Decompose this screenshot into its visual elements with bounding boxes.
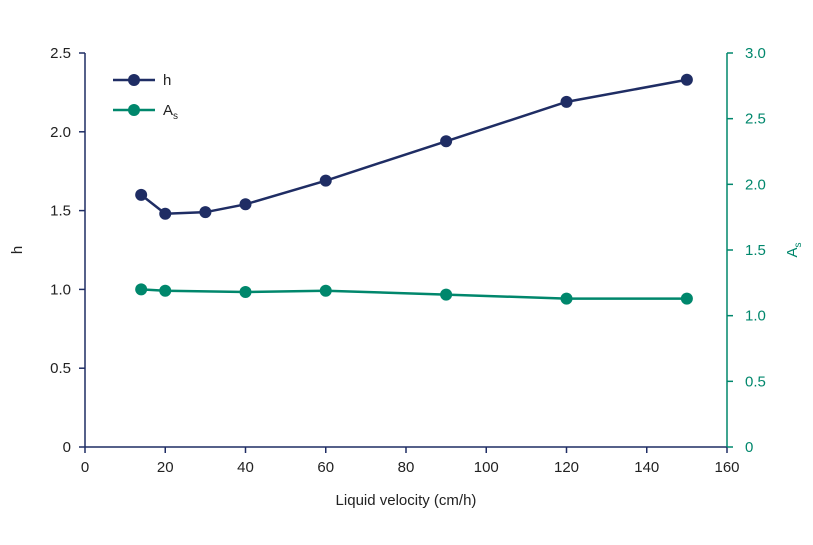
x-tick-label: 120 (554, 459, 579, 476)
y2-axis-label: As (784, 242, 804, 257)
y-tick-label: 1.0 (50, 281, 71, 298)
y2-tick-label: 2.5 (745, 111, 766, 128)
legend-marker-as (128, 104, 140, 116)
y2-tick-label: 1.0 (745, 308, 766, 325)
data-point-h (319, 174, 332, 187)
y2-tick-label: 0 (745, 439, 753, 456)
data-point-as (319, 284, 332, 297)
x-tick-label: 20 (157, 459, 174, 476)
legend-marker-h (128, 74, 140, 86)
data-point-h (199, 206, 212, 219)
x-tick-label: 60 (317, 459, 334, 476)
data-point-h (440, 135, 453, 148)
legend: h As (113, 72, 178, 122)
x-tick-label: 40 (237, 459, 254, 476)
data-point-as (239, 286, 252, 299)
y-tick-label: 2.5 (50, 45, 71, 62)
legend-label-h: h (163, 72, 171, 89)
data-point-as (680, 292, 693, 305)
data-point-as (159, 284, 172, 297)
series-line-h (140, 78, 688, 216)
x-tick-label: 0 (81, 459, 89, 476)
series-line-as (141, 288, 687, 300)
data-point-h (560, 95, 573, 108)
data-point-h (680, 73, 693, 86)
data-point-h (239, 198, 252, 211)
y-axis-label: h (9, 246, 26, 254)
x-tick-label: 100 (474, 459, 499, 476)
y2-tick-label: 1.5 (745, 242, 766, 259)
y-tick-label: 0 (63, 439, 71, 456)
data-point-as (135, 283, 148, 296)
x-axis-label: Liquid velocity (cm/h) (336, 492, 477, 509)
y-tick-label: 1.5 (50, 203, 71, 220)
y2-tick-label: 2.0 (745, 176, 766, 193)
y-tick-label: 2.0 (50, 124, 71, 141)
data-point-h (135, 188, 148, 201)
y-tick-label: 0.5 (50, 360, 71, 377)
x-tick-label: 80 (398, 459, 415, 476)
data-point-h (159, 207, 172, 220)
y2-tick-label: 3.0 (745, 45, 766, 62)
y2-tick-label: 0.5 (745, 373, 766, 390)
legend-label-as: As (163, 102, 178, 122)
data-point-as (440, 288, 453, 301)
x-tick-label: 140 (634, 459, 659, 476)
data-point-as (560, 292, 573, 305)
x-tick-label: 160 (714, 459, 739, 476)
